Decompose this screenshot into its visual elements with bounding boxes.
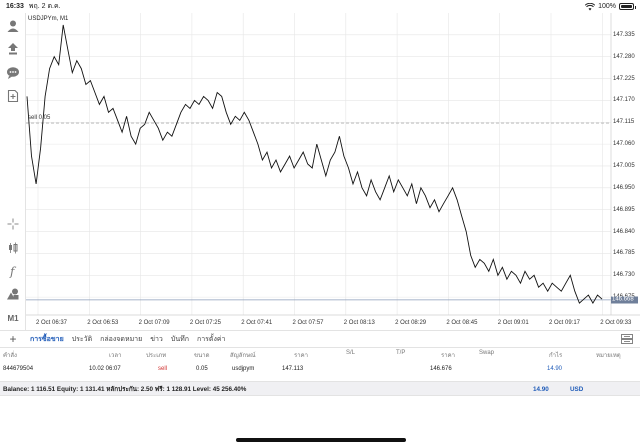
timeframe-button[interactable]: M1 bbox=[7, 313, 19, 323]
price-tick-label: 147.005 bbox=[613, 162, 635, 169]
order-symbol: usdjpym bbox=[232, 366, 255, 372]
order-size: 0.05 bbox=[196, 366, 208, 372]
trade-icon[interactable] bbox=[4, 40, 22, 58]
order-open-price: 147.113 bbox=[282, 366, 304, 372]
status-bar: 16:33 พฤ. 2 ต.ค. 100% bbox=[0, 0, 640, 13]
time-tick-label: 2 Oct 08:29 bbox=[395, 320, 427, 326]
time-tick-label: 2 Oct 09:17 bbox=[549, 320, 581, 326]
wifi-icon bbox=[585, 2, 596, 10]
indicator-f-icon[interactable]: f bbox=[4, 262, 22, 280]
price-tick-label: 147.115 bbox=[613, 119, 635, 126]
header-type: ประเภท bbox=[146, 353, 167, 359]
status-right: 100% bbox=[585, 2, 636, 11]
total-profit: 14.90 bbox=[533, 386, 549, 393]
time-tick-label: 2 Oct 08:45 bbox=[446, 320, 478, 326]
tab-trade[interactable]: การซื้อขาย bbox=[30, 335, 64, 343]
time-tick-label: 2 Oct 07:41 bbox=[241, 320, 273, 326]
chat-icon[interactable] bbox=[4, 64, 22, 82]
chart-toolbar: f M1 bbox=[0, 13, 26, 330]
tab-mailbox[interactable]: กล่องจดหมาย bbox=[100, 335, 143, 343]
price-tick-label: 147.335 bbox=[613, 31, 635, 38]
price-tick-label: 147.170 bbox=[613, 97, 635, 104]
balance-summary: Balance: 1 116.51 Equity: 1 131.41 หลักป… bbox=[0, 381, 640, 396]
order-line-label: sell 0.05 bbox=[28, 115, 51, 122]
account-currency: USD bbox=[570, 386, 584, 393]
tab-journal[interactable]: บันทึก bbox=[170, 335, 189, 343]
tab-history[interactable]: ประวัติ bbox=[71, 335, 93, 343]
price-tick-label: 147.280 bbox=[613, 53, 635, 60]
header-tp: T/P bbox=[396, 350, 406, 356]
time-tick-label: 2 Oct 07:09 bbox=[138, 320, 170, 326]
header-price: ราคา bbox=[441, 353, 455, 359]
price-tick-label: 146.895 bbox=[613, 206, 635, 213]
header-order: คำสั่ง bbox=[3, 353, 17, 359]
battery-percent: 100% bbox=[598, 3, 616, 10]
battery-icon bbox=[619, 3, 636, 10]
current-price-tag: 146.668 bbox=[611, 296, 638, 304]
add-button[interactable]: + bbox=[9, 332, 17, 346]
order-current-price: 146.676 bbox=[430, 366, 452, 372]
objects-icon[interactable] bbox=[4, 285, 22, 303]
time-tick-label: 2 Oct 06:37 bbox=[36, 320, 68, 326]
time-tick-label: 2 Oct 07:25 bbox=[189, 320, 221, 326]
header-symbol: สัญลักษณ์ bbox=[230, 353, 256, 359]
balance-text: Balance: 1 116.51 Equity: 1 131.41 หลักป… bbox=[3, 385, 247, 393]
price-tick-label: 146.950 bbox=[613, 184, 635, 191]
crosshair-icon[interactable] bbox=[4, 215, 22, 233]
terminal-tabs: + การซื้อขาย ประวัติ กล่องจดหมาย ข่าว บั… bbox=[0, 330, 640, 348]
price-tick-label: 146.840 bbox=[613, 228, 635, 235]
price-tick-label: 147.225 bbox=[613, 75, 635, 82]
time-tick-label: 2 Oct 09:01 bbox=[497, 320, 529, 326]
header-size: ขนาด bbox=[194, 353, 210, 359]
table-row[interactable]: 844679504 10.02 06:07 sell 0.05 usdjpym … bbox=[0, 366, 640, 378]
price-tick-label: 147.060 bbox=[613, 141, 635, 148]
svg-text:f: f bbox=[9, 265, 17, 279]
time-tick-label: 2 Oct 08:13 bbox=[343, 320, 375, 326]
time-tick-label: 2 Oct 07:57 bbox=[292, 320, 324, 326]
home-indicator[interactable] bbox=[236, 438, 406, 442]
header-swap: Swap bbox=[479, 350, 495, 356]
order-type: sell bbox=[158, 366, 168, 372]
order-profit: 14.90 bbox=[547, 366, 563, 372]
status-date: พฤ. 2 ต.ค. bbox=[28, 3, 61, 10]
layout-menu-icon[interactable] bbox=[621, 334, 633, 344]
status-time: 16:33 bbox=[6, 3, 24, 10]
price-chart[interactable]: USDJPYm, M1 sell 0.05 147.335 147.280 147.… bbox=[26, 13, 640, 330]
time-tick-label: 2 Oct 06:53 bbox=[87, 320, 119, 326]
tab-settings[interactable]: การตั้งค่า bbox=[196, 335, 226, 343]
price-tick-label: 146.730 bbox=[613, 272, 635, 279]
header-comment: หมายเหตุ bbox=[596, 353, 621, 359]
orders-table-header: คำสั่ง เวลา ประเภท ขนาด สัญลักษณ์ ราคา S… bbox=[0, 350, 640, 361]
header-sl: S/L bbox=[346, 350, 356, 356]
chart-canvas bbox=[26, 13, 640, 316]
time-tick-label: 2 Oct 09:33 bbox=[600, 320, 632, 326]
new-order-icon[interactable] bbox=[4, 87, 22, 105]
price-series-line bbox=[26, 24, 603, 305]
order-id: 844679504 bbox=[3, 366, 34, 372]
candlestick-icon[interactable] bbox=[4, 239, 22, 257]
header-profit: กำไร bbox=[549, 353, 563, 359]
chart-symbol-label: USDJPYm, M1 bbox=[28, 16, 69, 22]
header-open-price: ราคา bbox=[294, 353, 308, 359]
account-icon[interactable] bbox=[4, 17, 22, 35]
tab-news[interactable]: ข่าว bbox=[150, 335, 163, 343]
price-axis: 147.335 147.280 147.225 147.170 147.115 147.0… bbox=[611, 13, 640, 315]
header-time: เวลา bbox=[109, 353, 122, 359]
order-time: 10.02 06:07 bbox=[89, 366, 121, 372]
price-tick-label: 146.785 bbox=[613, 250, 635, 257]
